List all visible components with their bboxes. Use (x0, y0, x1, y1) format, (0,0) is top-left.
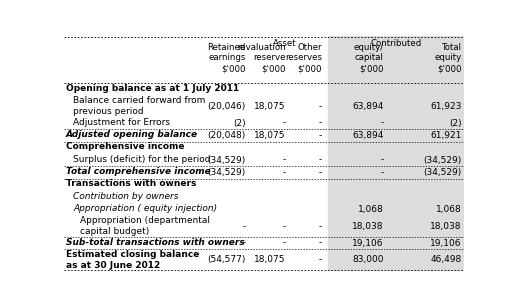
Text: -: - (319, 102, 322, 111)
Text: -: - (319, 222, 322, 231)
Text: -: - (319, 168, 322, 177)
Text: Contributed: Contributed (370, 39, 421, 48)
Text: 83,000: 83,000 (352, 255, 384, 264)
Text: revaluation
reserve
$'000: revaluation reserve $'000 (237, 43, 286, 73)
Text: 18,038: 18,038 (352, 222, 384, 231)
Text: -: - (243, 222, 246, 231)
Text: 61,921: 61,921 (430, 131, 461, 140)
Text: Adjusted opening balance: Adjusted opening balance (66, 130, 198, 139)
Text: -: - (381, 156, 384, 164)
Text: Surplus (deficit) for the period: Surplus (deficit) for the period (73, 155, 211, 164)
Text: 61,923: 61,923 (430, 102, 461, 111)
Text: 18,075: 18,075 (254, 102, 286, 111)
Text: (2): (2) (233, 119, 246, 128)
Text: -: - (283, 239, 286, 247)
Text: (34,529): (34,529) (208, 168, 246, 177)
Text: -: - (319, 156, 322, 164)
Text: Comprehensive income: Comprehensive income (66, 142, 184, 151)
Text: Contribution by owners: Contribution by owners (73, 192, 179, 201)
Text: (20,046): (20,046) (208, 102, 246, 111)
Text: (34,529): (34,529) (208, 156, 246, 164)
Text: Total
equity
$'000: Total equity $'000 (434, 43, 461, 73)
Text: Appropriation ( equity injection): Appropriation ( equity injection) (73, 204, 217, 213)
Text: -: - (283, 119, 286, 128)
Text: 18,075: 18,075 (254, 255, 286, 264)
Text: Balance carried forward from
previous period: Balance carried forward from previous pe… (73, 96, 205, 116)
Text: 63,894: 63,894 (352, 131, 384, 140)
Text: 19,106: 19,106 (430, 239, 461, 247)
Text: (34,529): (34,529) (423, 156, 461, 164)
Text: -: - (319, 255, 322, 264)
Text: Estimated closing balance
as at 30 June 2012: Estimated closing balance as at 30 June … (66, 250, 199, 270)
Text: 19,106: 19,106 (352, 239, 384, 247)
Text: Appropriation (departmental
capital budget): Appropriation (departmental capital budg… (80, 216, 210, 236)
Text: Sub-total transactions with owners: Sub-total transactions with owners (66, 238, 245, 247)
Text: Adjustment for Errors: Adjustment for Errors (73, 118, 170, 127)
Text: -: - (319, 119, 322, 128)
Text: -: - (283, 156, 286, 164)
Text: -: - (381, 168, 384, 177)
Text: Opening balance as at 1 July 2011: Opening balance as at 1 July 2011 (66, 84, 239, 93)
Text: equity/
capital
$'000: equity/ capital $'000 (354, 43, 384, 73)
Text: 18,038: 18,038 (430, 222, 461, 231)
Text: (20,048): (20,048) (208, 131, 246, 140)
Text: -: - (283, 168, 286, 177)
Text: 63,894: 63,894 (352, 102, 384, 111)
Text: 1,068: 1,068 (436, 205, 461, 214)
Text: Asset: Asset (273, 39, 297, 48)
Text: -: - (243, 239, 246, 247)
Text: -: - (381, 119, 384, 128)
Text: 1,068: 1,068 (358, 205, 384, 214)
Text: (34,529): (34,529) (423, 168, 461, 177)
Text: Other
reserves
$'000: Other reserves $'000 (285, 43, 322, 73)
Text: (2): (2) (449, 119, 461, 128)
Text: -: - (319, 131, 322, 140)
Text: Retained
earnings
$'000: Retained earnings $'000 (208, 43, 246, 73)
Text: -: - (283, 222, 286, 231)
Text: -: - (319, 239, 322, 247)
Text: 18,075: 18,075 (254, 131, 286, 140)
Text: Total comprehensive income: Total comprehensive income (66, 167, 211, 176)
Text: (54,577): (54,577) (208, 255, 246, 264)
Text: Transactions with owners: Transactions with owners (66, 179, 196, 188)
Bar (328, 36, 464, 271)
Text: 46,498: 46,498 (430, 255, 461, 264)
